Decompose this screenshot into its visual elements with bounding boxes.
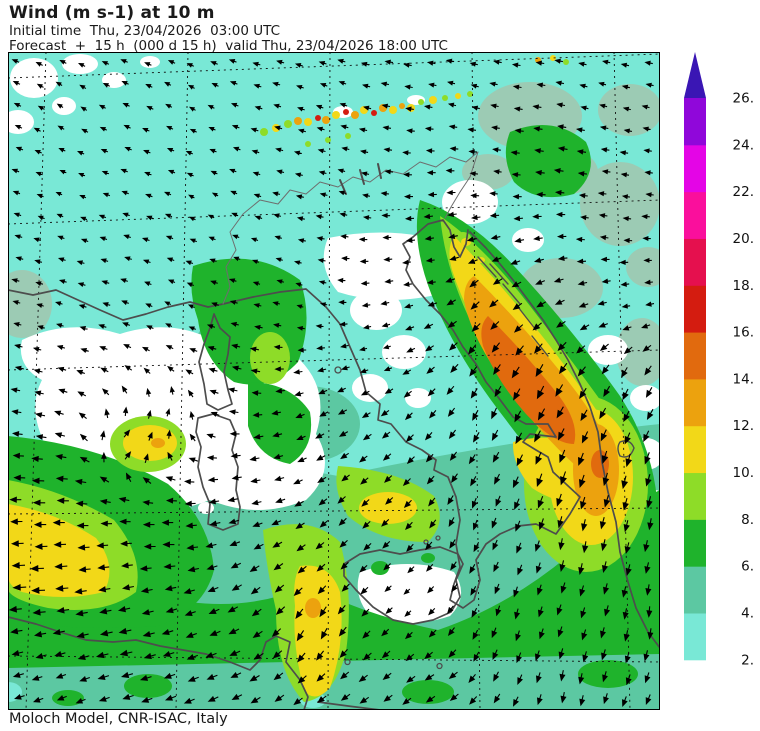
colorbar-band: [684, 191, 706, 239]
colorbar-tick-label: 26.: [733, 91, 754, 107]
colorbar-band: [684, 238, 706, 286]
forecast-valid-line: Forecast + 15 h (000 d 15 h) valid Thu, …: [9, 38, 448, 54]
map-frame: [8, 52, 660, 710]
init-time-line: Initial time Thu, 23/04/2026 03:00 UTC: [9, 23, 281, 39]
colorbar-tick-label: 20.: [733, 231, 754, 247]
colorbar-band: [684, 285, 706, 333]
colorbar-tick-label: 14.: [733, 371, 754, 387]
colorbar-band: [684, 98, 706, 146]
colorbar-legend: 2. 4. 6. 8. 10. 12. 14. 16. 18. 20. 22. 24. 26.: [670, 44, 760, 684]
colorbar-tick-label: 2.: [741, 652, 754, 668]
colorbar-band: [684, 425, 706, 474]
colorbar-tick-label: 18.: [733, 278, 754, 294]
alpine-wind-speckles-layer: [260, 55, 569, 147]
colorbar-tick-label: 6.: [741, 559, 754, 575]
wind-map-canvas: [8, 52, 660, 710]
wind-arrows-layer: [8, 58, 655, 708]
colorbar-tick-label: 16.: [733, 325, 754, 341]
colorbar-band: [684, 144, 706, 193]
colorbar-band: [684, 566, 706, 614]
colorbar-tick-label: 10.: [733, 465, 754, 481]
colorbar-band: [684, 472, 706, 520]
colorbar-tick-label: 4.: [741, 605, 754, 621]
colorbar-tick-label: 24.: [733, 137, 754, 153]
colorbar-svg: 2. 4. 6. 8. 10. 12. 14. 16. 18. 20. 22. 24. 26.: [684, 52, 754, 668]
chart-title: Wind (m s-1) at 10 m: [9, 3, 215, 23]
colorbar-band: [684, 519, 706, 567]
colorbar-band: [684, 378, 706, 427]
colorbar-tick-label: 22.: [733, 184, 754, 200]
colorbar-tick-label: 12.: [733, 418, 754, 434]
colorbar-band: [684, 332, 706, 380]
colorbar-over-arrow: [684, 52, 706, 98]
coastlines-layer: [8, 151, 660, 710]
colorbar-tick-label: 8.: [741, 512, 754, 528]
model-credit: Moloch Model, CNR-ISAC, Italy: [9, 711, 228, 727]
wind-vector-arrows: [8, 58, 655, 708]
colorbar-band: [684, 612, 706, 661]
wind-field-svg: [8, 52, 660, 710]
graticule-layer: [8, 52, 660, 710]
